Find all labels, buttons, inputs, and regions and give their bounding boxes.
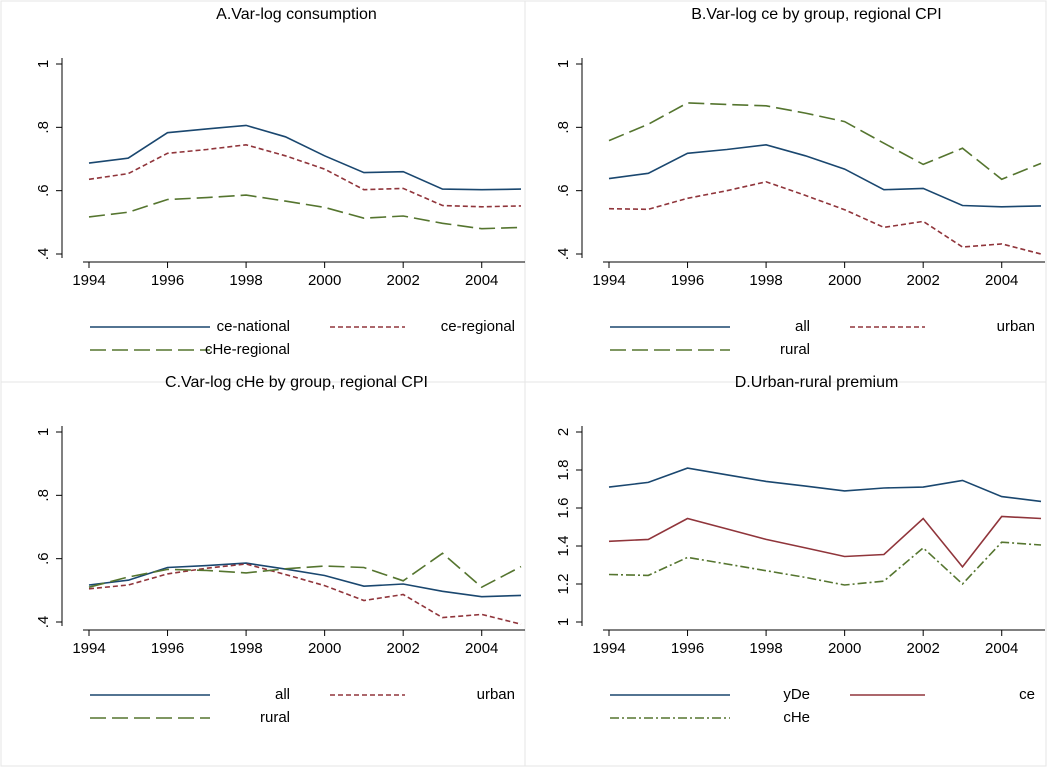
legend-label: cHe-regional	[205, 341, 290, 358]
x-tick-label: 1996	[151, 640, 184, 657]
y-tick-label: 1	[35, 60, 52, 68]
series-line	[88, 124, 522, 191]
x-tick-label: 1994	[72, 640, 105, 657]
legend-label: ce-regional	[441, 318, 515, 335]
x-tick-label: 2002	[386, 272, 419, 289]
x-tick-label: 1996	[671, 272, 704, 289]
series-line	[88, 552, 522, 589]
x-tick-label: 2004	[465, 640, 498, 657]
x-tick-label: 2004	[985, 272, 1018, 289]
legend-label: all	[795, 318, 810, 335]
x-tick-label: 1998	[229, 272, 262, 289]
y-tick-label: .6	[35, 184, 52, 197]
series-line	[608, 143, 1042, 208]
x-tick-label: 2004	[465, 272, 498, 289]
series-line	[88, 562, 522, 598]
y-tick-label: 1	[35, 428, 52, 436]
series-line	[608, 515, 1042, 569]
y-tick-label: .4	[555, 248, 572, 261]
panel-title: B.Var-log ce by group, regional CPI	[691, 6, 942, 23]
y-tick-label: .8	[35, 121, 52, 134]
x-tick-label: 1996	[671, 640, 704, 657]
series-line	[608, 467, 1042, 503]
series-line	[608, 541, 1042, 586]
x-tick-label: 2000	[308, 640, 341, 657]
y-tick-label: .6	[555, 184, 572, 197]
series-line	[88, 143, 522, 208]
x-tick-label: 2002	[386, 640, 419, 657]
y-tick-label: 1.6	[555, 498, 572, 519]
x-tick-label: 1994	[72, 272, 105, 289]
y-tick-label: .8	[35, 489, 52, 502]
x-tick-label: 1998	[749, 640, 782, 657]
x-tick-label: 2004	[985, 640, 1018, 657]
series-line	[608, 180, 1042, 255]
y-tick-label: 1.8	[555, 460, 572, 481]
legend-label: urban	[997, 318, 1035, 335]
series-line	[88, 563, 522, 625]
y-tick-label: .4	[35, 248, 52, 261]
legend-label: all	[275, 686, 290, 703]
y-tick-label: .8	[555, 121, 572, 134]
x-tick-label: 2002	[906, 272, 939, 289]
x-tick-label: 1994	[592, 272, 625, 289]
x-tick-label: 1998	[749, 272, 782, 289]
y-tick-label: 1	[555, 618, 572, 626]
x-tick-label: 2002	[906, 640, 939, 657]
legend-label: ce	[1019, 686, 1035, 703]
legend-label: rural	[260, 709, 290, 726]
legend-label: urban	[477, 686, 515, 703]
y-tick-label: 1	[555, 60, 572, 68]
legend-label: yDe	[783, 686, 810, 703]
y-tick-label: .6	[35, 552, 52, 565]
y-tick-label: 1.4	[555, 536, 572, 557]
x-tick-label: 2000	[308, 272, 341, 289]
series-line	[608, 102, 1042, 181]
x-tick-label: 2000	[828, 640, 861, 657]
legend-label: rural	[780, 341, 810, 358]
y-tick-label: 2	[555, 428, 572, 436]
x-tick-label: 1998	[229, 640, 262, 657]
series-line	[88, 194, 522, 230]
x-tick-label: 1996	[151, 272, 184, 289]
panel-title: A.Var-log consumption	[216, 6, 377, 23]
panel-title: C.Var-log cHe by group, regional CPI	[165, 374, 428, 391]
y-tick-label: 1.2	[555, 574, 572, 595]
y-tick-label: .4	[35, 616, 52, 629]
x-tick-label: 1994	[592, 640, 625, 657]
legend-label: ce-national	[217, 318, 290, 335]
panel-title: D.Urban-rural premium	[735, 374, 899, 391]
x-tick-label: 2000	[828, 272, 861, 289]
legend-label: cHe	[783, 709, 810, 726]
